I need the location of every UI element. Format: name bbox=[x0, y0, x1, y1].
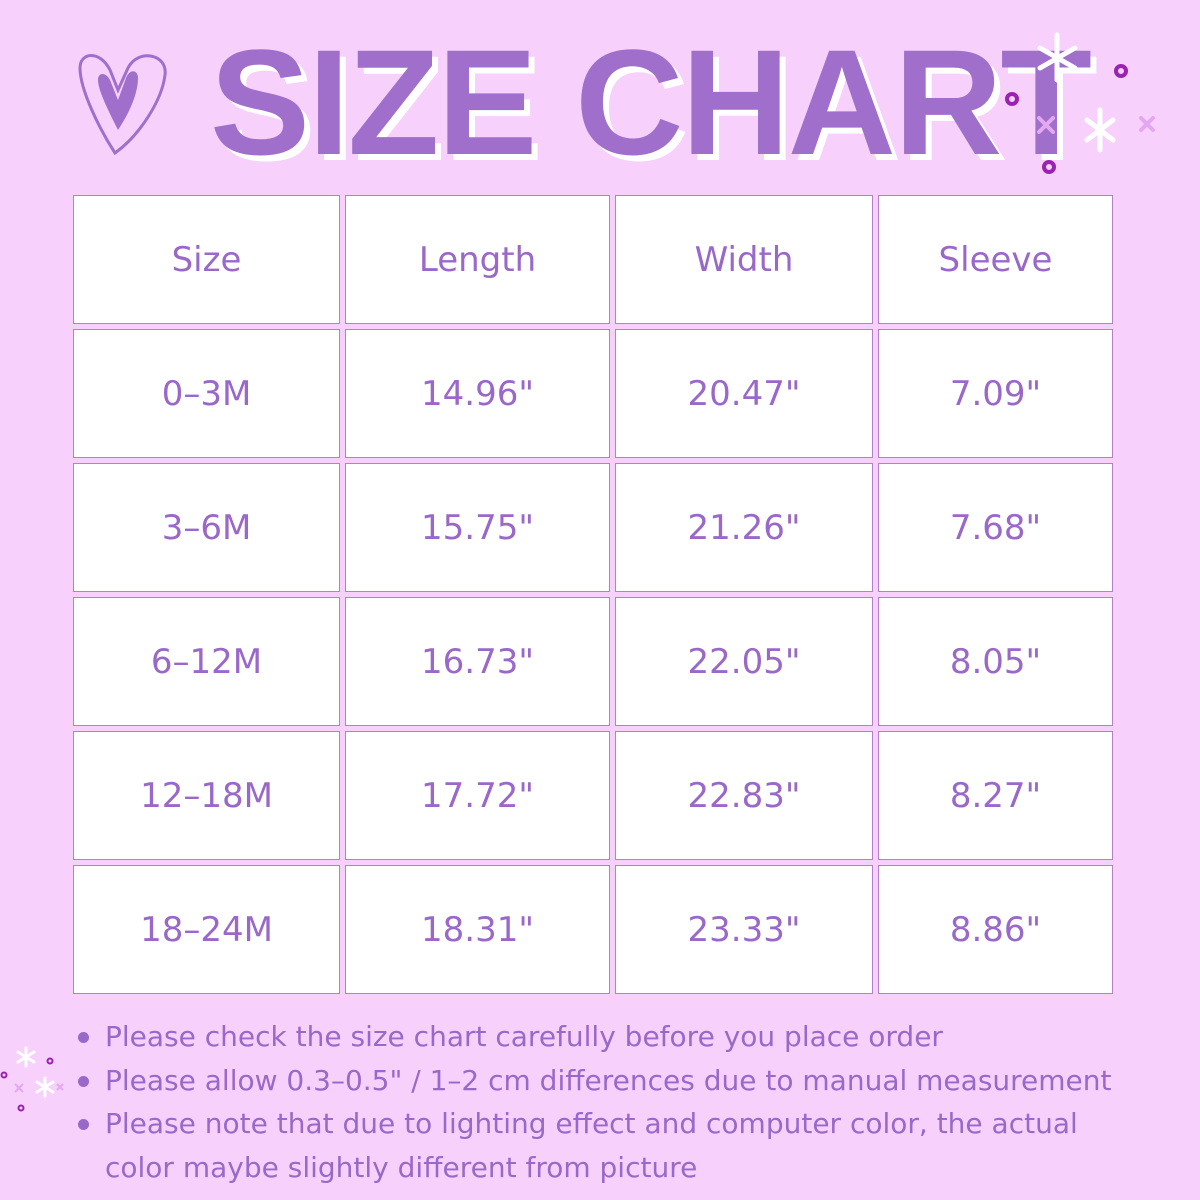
heart-icon bbox=[78, 54, 167, 156]
cell-length: 18.31" bbox=[345, 865, 610, 994]
table-row: 18–24M 18.31" 23.33" 8.86" bbox=[73, 865, 1113, 994]
page-title: SIZE CHART bbox=[210, 18, 1092, 186]
note-item: Please note that due to lighting effect … bbox=[78, 1102, 1118, 1189]
size-table: Size Length Width Sleeve 0–3M 14.96" 20.… bbox=[68, 190, 1118, 999]
table-header-row: Size Length Width Sleeve bbox=[73, 195, 1113, 324]
table-row: 0–3M 14.96" 20.47" 7.09" bbox=[73, 329, 1113, 458]
cell-size: 18–24M bbox=[73, 865, 340, 994]
header-sleeve: Sleeve bbox=[878, 195, 1113, 324]
header-width: Width bbox=[615, 195, 873, 324]
cell-width: 22.83" bbox=[615, 731, 873, 860]
header-size: Size bbox=[73, 195, 340, 324]
cell-size: 3–6M bbox=[73, 463, 340, 592]
cell-width: 22.05" bbox=[615, 597, 873, 726]
sparkles-decoration bbox=[1005, 32, 1155, 174]
cell-width: 21.26" bbox=[615, 463, 873, 592]
sparkles-decoration-small bbox=[0, 1046, 64, 1112]
notes-list: Please check the size chart carefully be… bbox=[78, 1015, 1118, 1189]
cell-size: 0–3M bbox=[73, 329, 340, 458]
cell-sleeve: 8.86" bbox=[878, 865, 1113, 994]
cell-sleeve: 7.68" bbox=[878, 463, 1113, 592]
header-length: Length bbox=[345, 195, 610, 324]
note-item: Please allow 0.3–0.5" / 1–2 cm differenc… bbox=[78, 1059, 1118, 1103]
cell-length: 16.73" bbox=[345, 597, 610, 726]
cell-width: 20.47" bbox=[615, 329, 873, 458]
table-row: 12–18M 17.72" 22.83" 8.27" bbox=[73, 731, 1113, 860]
cell-length: 15.75" bbox=[345, 463, 610, 592]
cell-size: 12–18M bbox=[73, 731, 340, 860]
cell-width: 23.33" bbox=[615, 865, 873, 994]
table-row: 6–12M 16.73" 22.05" 8.05" bbox=[73, 597, 1113, 726]
cell-sleeve: 8.27" bbox=[878, 731, 1113, 860]
cell-size: 6–12M bbox=[73, 597, 340, 726]
cell-length: 14.96" bbox=[345, 329, 610, 458]
cell-length: 17.72" bbox=[345, 731, 610, 860]
note-item: Please check the size chart carefully be… bbox=[78, 1015, 1118, 1059]
cell-sleeve: 7.09" bbox=[878, 329, 1113, 458]
cell-sleeve: 8.05" bbox=[878, 597, 1113, 726]
table-row: 3–6M 15.75" 21.26" 7.68" bbox=[73, 463, 1113, 592]
